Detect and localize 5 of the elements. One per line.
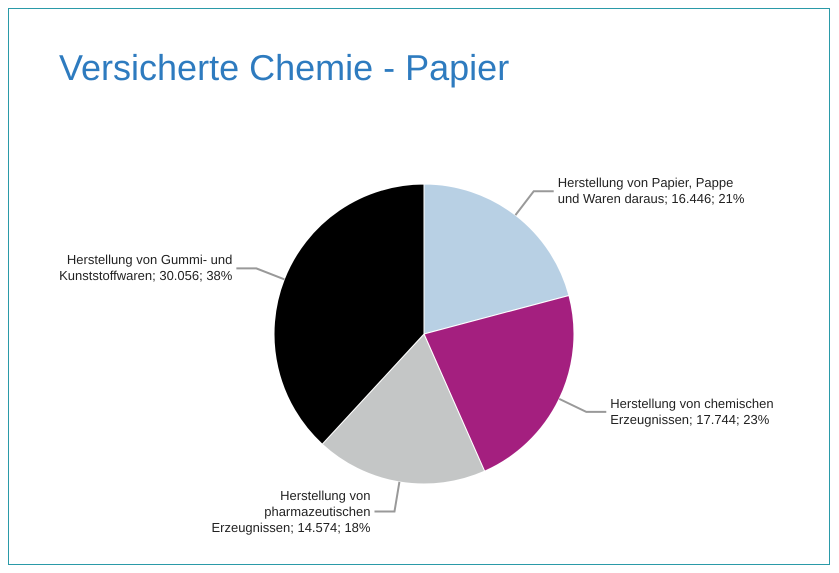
chart-title: Versicherte Chemie - Papier [59, 47, 510, 89]
slice-label: Herstellung von chemischen Erzeugnissen; 17.744; 23% [610, 396, 775, 428]
slice-label: Herstellung von Papier, Pappe und Waren daraus; 16.446; 21% [558, 175, 746, 208]
slice-label: Herstellung von pharmazeutischen Erzeugnissen; 14.574; 18% [210, 488, 370, 536]
slice-label: Herstellung von Gummi- und Kunststoffwaren; 30.056; 38% [58, 252, 232, 284]
